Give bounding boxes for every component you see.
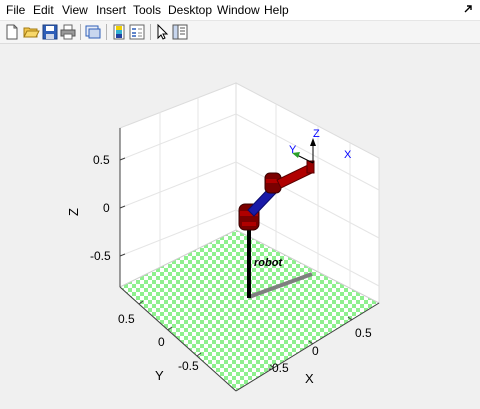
z-tick-label: -0.5 bbox=[90, 249, 111, 263]
menu-tools[interactable]: Tools bbox=[133, 3, 162, 17]
property-inspector-icon[interactable] bbox=[171, 23, 189, 41]
plot-axes[interactable]: 0.5 0 -0.5 Z 0.5 0 -0.5 Y -0.5 0 0.5 X r… bbox=[0, 44, 480, 406]
toolbar-separator bbox=[80, 24, 81, 40]
z-tick-label: 0 bbox=[103, 201, 110, 215]
insert-legend-icon[interactable] bbox=[128, 23, 146, 41]
print-icon[interactable] bbox=[59, 23, 77, 41]
menu-edit[interactable]: Edit bbox=[33, 3, 54, 17]
wrist-joint bbox=[306, 160, 315, 174]
menu-window[interactable]: Window bbox=[217, 3, 260, 17]
frame-z-label: Z bbox=[313, 128, 320, 140]
z-tick-label: 0.5 bbox=[93, 153, 110, 167]
y-tick-label: 0 bbox=[158, 335, 165, 349]
link-plot-icon[interactable] bbox=[84, 23, 102, 41]
menu-insert[interactable]: Insert bbox=[96, 3, 127, 17]
save-icon[interactable] bbox=[41, 23, 59, 41]
tool-frame bbox=[292, 138, 316, 164]
y-axis-label: Y bbox=[155, 368, 164, 383]
new-figure-icon[interactable] bbox=[3, 23, 21, 41]
insert-colorbar-icon[interactable] bbox=[110, 23, 128, 41]
menu-view[interactable]: View bbox=[62, 3, 88, 17]
x-axis-label: X bbox=[305, 371, 314, 386]
figure-canvas[interactable]: 0.5 0 -0.5 Z 0.5 0 -0.5 Y -0.5 0 0.5 X r… bbox=[0, 44, 480, 406]
menu-desktop[interactable]: Desktop bbox=[168, 3, 213, 17]
y-tick-label: 0.5 bbox=[118, 312, 135, 326]
open-file-icon[interactable] bbox=[22, 23, 40, 41]
frame-y-label: Y bbox=[289, 144, 297, 156]
z-axis-label: Z bbox=[66, 208, 81, 216]
elbow-joint bbox=[264, 172, 282, 194]
robot-label: robot bbox=[254, 257, 283, 269]
select-arrow-icon[interactable] bbox=[153, 23, 171, 41]
toolbar-separator bbox=[150, 24, 151, 40]
y-tick-label: -0.5 bbox=[178, 359, 199, 373]
menu-help[interactable]: Help bbox=[264, 3, 289, 17]
figure-toolbar bbox=[0, 21, 480, 44]
frame-x-label: X bbox=[344, 149, 352, 161]
tick-marks bbox=[119, 157, 353, 369]
dock-arrow-icon[interactable] bbox=[462, 3, 474, 15]
menu-file[interactable]: File bbox=[6, 3, 26, 17]
toolbar-separator bbox=[106, 24, 107, 40]
x-tick-label: 0 bbox=[312, 344, 319, 358]
robot-shadow bbox=[248, 272, 313, 299]
x-tick-label: 0.5 bbox=[355, 326, 372, 340]
x-tick-label: -0.5 bbox=[268, 361, 289, 375]
menu-bar: File Edit View Insert Tools Desktop Wind… bbox=[0, 0, 480, 21]
